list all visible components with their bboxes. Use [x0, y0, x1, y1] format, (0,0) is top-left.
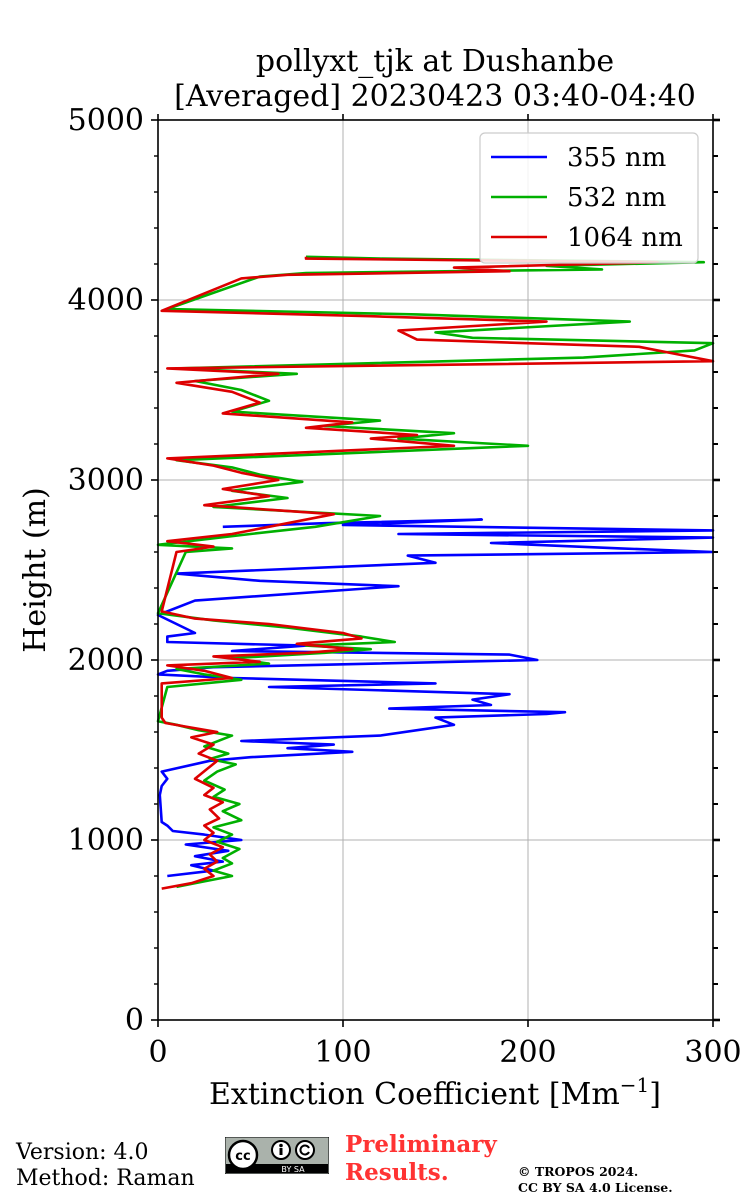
copyright-line: © TROPOS 2024.	[518, 1164, 639, 1179]
series-line-0	[156, 518, 715, 878]
x-axis-label: Extinction Coefficient [Mm−1]	[209, 1073, 661, 1112]
legend-entries: 355 nm 532 nm 1064 nm	[491, 143, 683, 253]
legend-box	[479, 132, 699, 264]
x-axis-label-exponent: −1	[620, 1073, 649, 1097]
svg-text:cc: cc	[235, 1149, 250, 1164]
y-tick-label: 0	[125, 1003, 144, 1038]
chart-title: pollyxt_tjk at Dushanbe	[256, 44, 614, 79]
license-line: CC BY SA 4.0 License.	[518, 1180, 673, 1195]
preliminary-label: Preliminary	[345, 1131, 497, 1158]
y-tick-label: 4000	[68, 283, 144, 318]
y-tick-label: 1000	[68, 823, 144, 858]
license-badge-text: BY SA	[281, 1165, 305, 1174]
legend-label: 1064 nm	[567, 223, 683, 253]
x-tick-label: 300	[684, 1035, 741, 1070]
x-tick-label: 100	[314, 1035, 371, 1070]
x-axis-label-main: Extinction Coefficient [Mm	[209, 1077, 620, 1112]
legend-label: 532 nm	[567, 183, 666, 213]
version-label: Version: 4.0	[16, 1140, 149, 1165]
plot-frame	[157, 119, 714, 1021]
legend-label: 355 nm	[567, 143, 666, 173]
share-alike-icon	[295, 1140, 315, 1160]
y-axis-label: Height (m)	[18, 487, 53, 652]
x-tick-label: 200	[499, 1035, 556, 1070]
method-label: Method: Raman	[16, 1166, 195, 1191]
series-line-1	[156, 255, 715, 889]
series-line-2	[160, 256, 715, 890]
x-tick-label: 0	[148, 1035, 167, 1070]
cc-by-sa-badge: cc BY SA	[225, 1137, 329, 1174]
legend: 355 nm 532 nm 1064 nm	[479, 132, 699, 264]
series-group	[156, 255, 715, 890]
y-tick-label: 2000	[68, 643, 144, 678]
y-tick-label: 5000	[68, 103, 144, 138]
results-label: Results.	[345, 1159, 449, 1186]
y-tick-label: 3000	[68, 463, 144, 498]
cc-logo-icon	[227, 1139, 259, 1171]
extinction-profile-chart: pollyxt_tjk at Dushanbe [Averaged] 20230…	[18, 44, 742, 1112]
x-axis-label-close: ]	[649, 1077, 661, 1112]
chart-subtitle: [Averaged] 20230423 03:40-04:40	[174, 79, 696, 114]
